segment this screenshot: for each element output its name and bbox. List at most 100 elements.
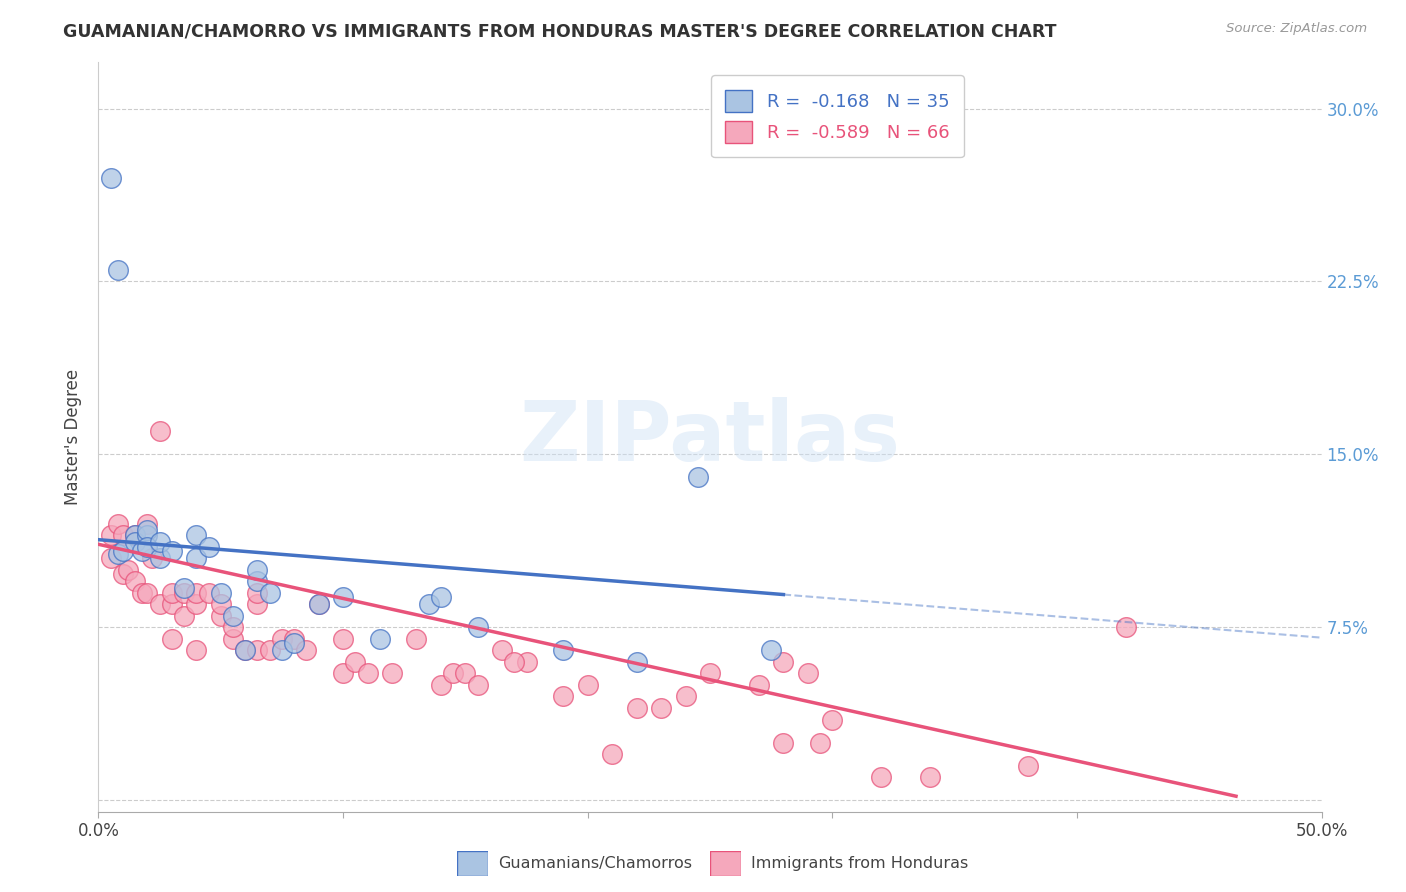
Point — [124, 528, 146, 542]
Point — [761, 643, 783, 657]
Point — [454, 666, 477, 681]
Point — [111, 544, 134, 558]
Point — [131, 585, 153, 599]
Point — [686, 470, 709, 484]
Point — [100, 170, 122, 185]
Point — [920, 770, 942, 784]
Point — [368, 632, 391, 646]
Point — [136, 540, 159, 554]
Text: Immigrants from Honduras: Immigrants from Honduras — [751, 856, 969, 871]
Point — [283, 632, 305, 646]
Point — [117, 563, 139, 577]
Point — [430, 678, 453, 692]
Point — [209, 597, 232, 611]
Point — [797, 666, 820, 681]
Point — [111, 567, 134, 582]
Point — [1017, 758, 1039, 772]
Point — [246, 585, 269, 599]
Point — [186, 643, 208, 657]
Point — [467, 620, 489, 634]
Point — [259, 585, 281, 599]
Point — [222, 632, 245, 646]
Point — [441, 666, 464, 681]
Point — [870, 770, 893, 784]
Point — [197, 540, 219, 554]
Text: Source: ZipAtlas.com: Source: ZipAtlas.com — [1226, 22, 1367, 36]
Point — [149, 551, 172, 566]
Point — [149, 597, 172, 611]
Point — [295, 643, 318, 657]
Point — [209, 608, 232, 623]
Point — [246, 563, 269, 577]
Point — [270, 643, 294, 657]
Text: GUAMANIAN/CHAMORRO VS IMMIGRANTS FROM HONDURAS MASTER'S DEGREE CORRELATION CHART: GUAMANIAN/CHAMORRO VS IMMIGRANTS FROM HO… — [63, 22, 1057, 40]
Point — [430, 591, 453, 605]
Point — [131, 544, 153, 558]
Point — [553, 690, 575, 704]
Point — [136, 528, 159, 542]
Point — [136, 524, 159, 538]
Point — [100, 528, 122, 542]
Point — [381, 666, 404, 681]
Point — [356, 666, 378, 681]
Point — [233, 643, 256, 657]
Point — [149, 535, 172, 549]
Point — [772, 655, 794, 669]
Point — [491, 643, 513, 657]
Point — [209, 585, 232, 599]
Point — [332, 632, 354, 646]
Point — [222, 620, 245, 634]
Point — [1115, 620, 1137, 634]
Point — [173, 585, 195, 599]
Point — [675, 690, 697, 704]
Point — [772, 735, 794, 749]
Point — [503, 655, 526, 669]
Point — [626, 701, 648, 715]
Point — [699, 666, 721, 681]
Point — [515, 655, 537, 669]
Point — [186, 585, 208, 599]
Point — [186, 597, 208, 611]
Point — [107, 516, 129, 531]
Point — [222, 608, 245, 623]
Y-axis label: Master's Degree: Master's Degree — [65, 369, 83, 505]
Point — [107, 263, 129, 277]
Point — [173, 608, 195, 623]
Legend: R =  -0.168   N = 35, R =  -0.589   N = 66: R = -0.168 N = 35, R = -0.589 N = 66 — [711, 75, 965, 157]
Point — [186, 551, 208, 566]
Point — [197, 585, 219, 599]
Point — [141, 551, 163, 566]
Point — [246, 643, 269, 657]
Point — [308, 597, 330, 611]
Point — [233, 643, 256, 657]
Point — [650, 701, 672, 715]
Point — [600, 747, 623, 761]
Point — [124, 574, 146, 589]
Point — [405, 632, 427, 646]
Point — [160, 544, 183, 558]
Point — [107, 547, 129, 561]
Point — [270, 632, 294, 646]
Point — [173, 581, 195, 595]
Point — [160, 632, 183, 646]
Point — [308, 597, 330, 611]
Point — [136, 516, 159, 531]
Text: Guamanians/Chamorros: Guamanians/Chamorros — [498, 856, 692, 871]
Point — [808, 735, 831, 749]
Point — [332, 591, 354, 605]
Point — [259, 643, 281, 657]
Text: ZIPatlas: ZIPatlas — [520, 397, 900, 477]
Point — [124, 528, 146, 542]
Point — [418, 597, 440, 611]
Point — [332, 666, 354, 681]
Point — [186, 528, 208, 542]
Point — [160, 585, 183, 599]
Point — [246, 574, 269, 589]
Point — [626, 655, 648, 669]
Point — [246, 597, 269, 611]
Point — [576, 678, 599, 692]
Point — [100, 551, 122, 566]
Point — [748, 678, 770, 692]
Point — [124, 535, 146, 549]
Point — [344, 655, 367, 669]
